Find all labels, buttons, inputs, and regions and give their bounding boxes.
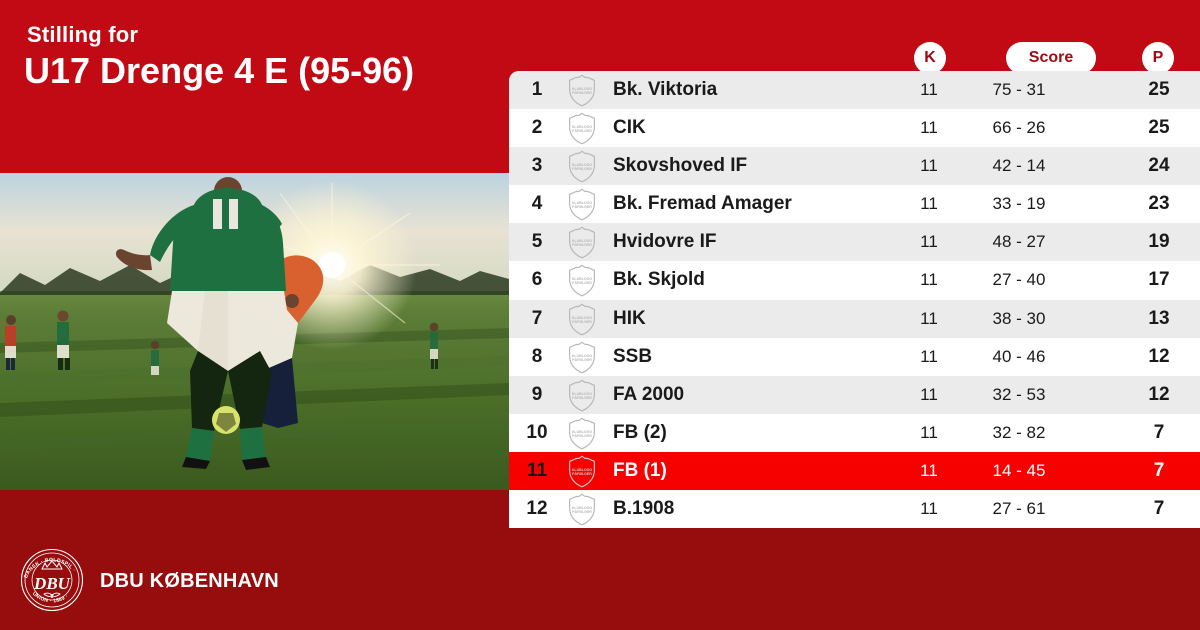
svg-text:DBU: DBU xyxy=(33,574,71,593)
svg-text:PÅFØLGER: PÅFØLGER xyxy=(572,242,592,247)
svg-text:PÅFØLGER: PÅFØLGER xyxy=(572,318,592,323)
svg-text:PÅFØLGER: PÅFØLGER xyxy=(572,204,592,209)
svg-text:PÅFØLGER: PÅFØLGER xyxy=(572,166,592,171)
svg-text:PÅFØLGER: PÅFØLGER xyxy=(572,433,592,438)
svg-text:PÅFØLGER: PÅFØLGER xyxy=(572,90,592,95)
svg-text:PÅFØLGER: PÅFØLGER xyxy=(572,471,592,476)
svg-text:PÅFØLGER: PÅFØLGER xyxy=(572,509,592,514)
svg-text:PÅFØLGER: PÅFØLGER xyxy=(572,128,592,133)
svg-text:PÅFØLGER: PÅFØLGER xyxy=(572,280,592,285)
svg-text:PÅFØLGER: PÅFØLGER xyxy=(572,356,592,361)
svg-text:PÅFØLGER: PÅFØLGER xyxy=(572,395,592,400)
